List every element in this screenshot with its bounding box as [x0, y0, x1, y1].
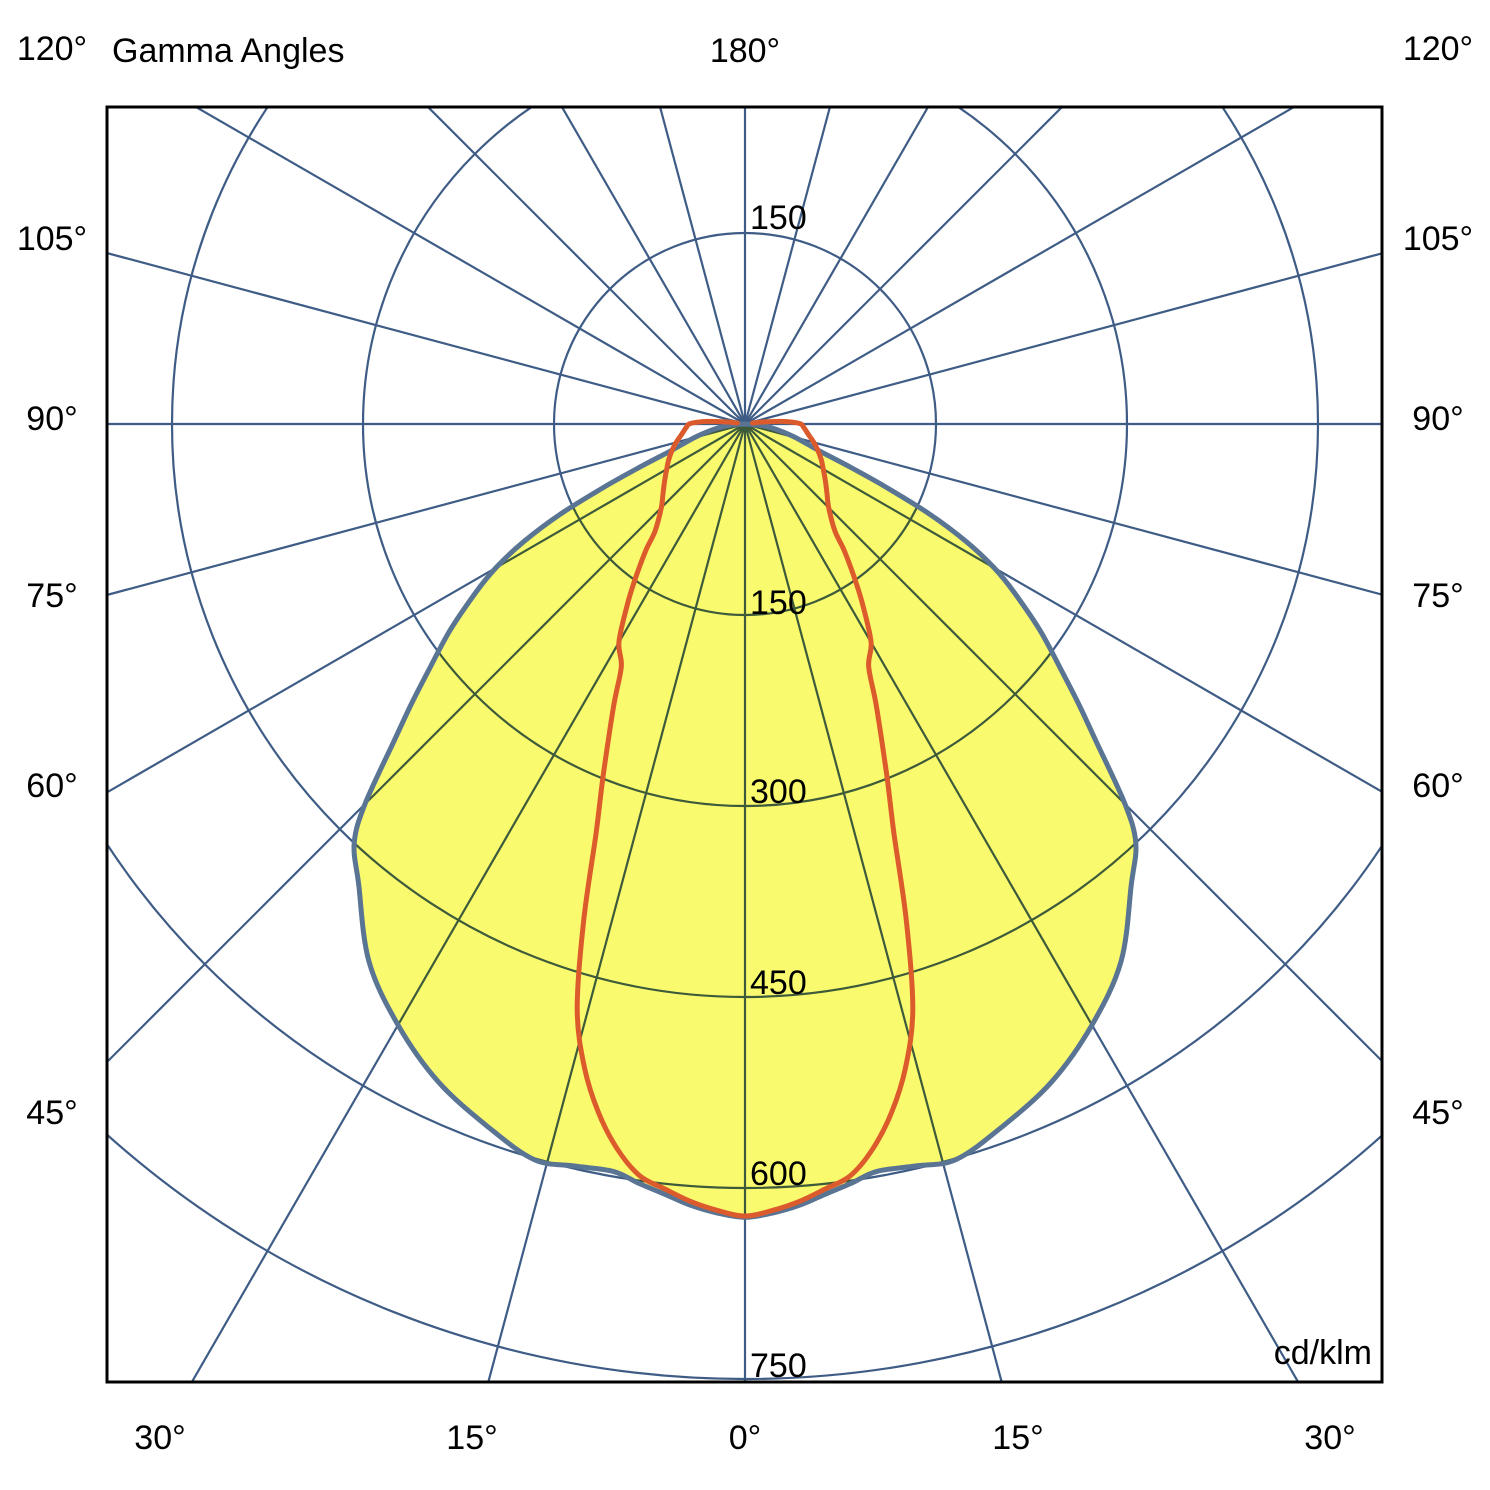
polar-grid-ray [658, 107, 747, 425]
gamma-label-bottom-15r: 15° [992, 1419, 1043, 1457]
gamma-label-left-90: 90° [26, 400, 77, 438]
radial-unit-label: cd/klm [1274, 1334, 1372, 1372]
gamma-label-right-60: 60° [1412, 767, 1463, 805]
polar-grid-ray [744, 252, 1382, 426]
gamma-label-left-75: 75° [26, 577, 77, 615]
polar-grid-ray [107, 423, 746, 794]
polar-grid-ray [744, 423, 1382, 1063]
curve-layer [351, 418, 1139, 1220]
polar-grid-ray [744, 423, 1382, 794]
gamma-label-top-180: 180° [710, 32, 780, 70]
gamma-label-right-105: 105° [1403, 220, 1473, 258]
polar-grid-ray [744, 107, 930, 425]
radial-tick-label-750: 750 [750, 1347, 807, 1385]
gamma-label-bottom-30r: 30° [1304, 1419, 1355, 1457]
gamma-label-left-60: 60° [26, 767, 77, 805]
plot-frame-border [105, 105, 1384, 1384]
radial-tick-label-150: 150 [750, 584, 807, 622]
polar-grid-ray [743, 107, 832, 425]
radial-tick-label-600: 600 [750, 1155, 807, 1193]
gamma-label-left-120: 120° [17, 30, 87, 68]
polar-grid-ray [487, 423, 747, 1382]
gamma-label-right-120: 120° [1403, 30, 1473, 68]
radial-tick-label-450: 450 [750, 964, 807, 1002]
gamma-label-right-45: 45° [1412, 1094, 1463, 1132]
radial-tick-label-top-150: 150 [750, 199, 807, 237]
radial-tick-label-300: 300 [750, 773, 807, 811]
chart-title: Gamma Angles [112, 32, 344, 70]
gamma-label-right-75: 75° [1412, 577, 1463, 615]
gamma-label-left-105: 105° [17, 220, 87, 258]
polar-grid-ray [744, 107, 1064, 425]
gamma-label-left-45: 45° [26, 1094, 77, 1132]
gamma-label-bottom-30l: 30° [134, 1419, 185, 1457]
polar-grid-ray [107, 423, 746, 1064]
polar-grid-ray [744, 422, 1382, 596]
polar-grid-ray [107, 422, 746, 597]
gamma-label-bottom-0: 0° [729, 1419, 762, 1457]
polar-grid-ray [193, 107, 746, 425]
gamma-label-bottom-15l: 15° [446, 1419, 497, 1457]
polar-grid-ray [743, 423, 1003, 1382]
polar-grid-ray [426, 107, 746, 425]
intensity-distribution-line-curve [574, 418, 916, 1219]
polar-grid-ray [560, 107, 746, 425]
gamma-label-right-90: 90° [1412, 400, 1463, 438]
polar-grid-ray [107, 251, 746, 426]
polar-grid-ray [744, 107, 1297, 425]
